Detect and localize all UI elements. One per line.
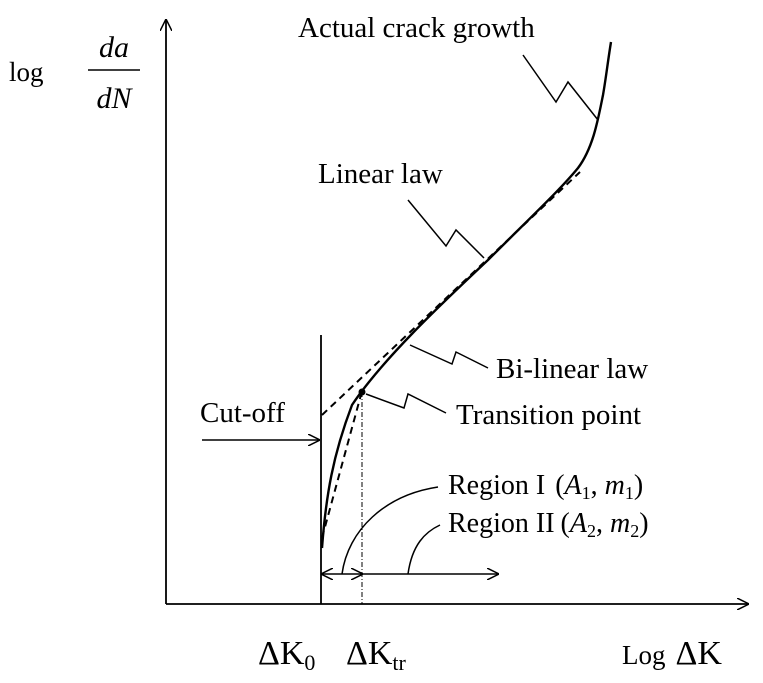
cutoff-label: Cut-off (200, 397, 285, 429)
transition-point-label: Transition point (456, 399, 641, 431)
tick-delta-ktr: ΔKtr (346, 635, 407, 675)
region1-label: Region I (A1, m1) (448, 470, 643, 503)
region2-label: Region II (A2, m2) (448, 508, 649, 541)
transition-leader (365, 392, 447, 414)
region1-leader (341, 486, 439, 575)
x-axis-label: Log ΔK (622, 635, 722, 672)
bilinear-leader (409, 344, 489, 369)
bilinear-law-line (321, 390, 363, 539)
bilinear-law-label: Bi-linear law (496, 353, 648, 385)
tick-delta-k0: ΔK0 (258, 635, 315, 675)
linear-leader (407, 199, 485, 259)
actual-leader (522, 54, 599, 121)
linear-law-label: Linear law (318, 158, 443, 190)
actual-growth-label: Actual crack growth (298, 12, 535, 44)
y-axis-denominator: dN (96, 82, 133, 115)
y-axis-prefix: log (9, 57, 44, 87)
y-axis-numerator: da (99, 31, 129, 64)
region2-leader (407, 524, 441, 575)
